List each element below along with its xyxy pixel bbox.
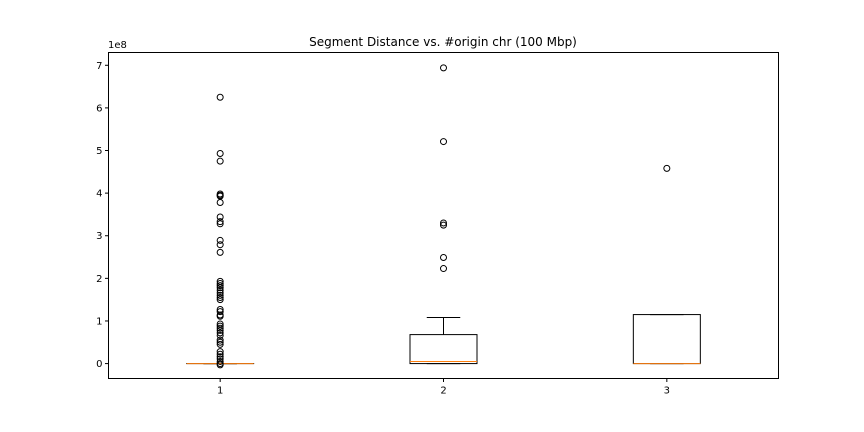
outlier-point	[440, 253, 447, 261]
outlier-point	[216, 329, 224, 337]
outlier-point	[216, 322, 224, 330]
outlier-point	[440, 64, 447, 72]
y-axis: 0 1 2 3 4 5 6 7	[96, 61, 109, 370]
y-tick-label: 1	[96, 316, 102, 327]
outlier-point	[216, 284, 224, 292]
y-tick-label: 0	[96, 359, 102, 370]
outlier-point	[216, 348, 224, 356]
y-axis-offset-label: 1e8	[108, 40, 127, 51]
outlier-point	[216, 312, 224, 320]
outlier-point	[216, 248, 224, 256]
box-group-3	[632, 164, 701, 365]
outlier-point	[216, 308, 224, 316]
outlier-point	[216, 218, 224, 226]
outlier-point	[216, 220, 224, 228]
outlier-point	[216, 296, 224, 304]
outlier-point	[663, 164, 671, 172]
x-tick-label: 1	[217, 386, 223, 397]
outlier-point	[216, 213, 224, 221]
plot-area	[186, 64, 701, 369]
outlier-point	[216, 279, 224, 287]
outlier-point	[216, 149, 224, 157]
y-tick-label: 7	[96, 61, 102, 72]
outlier-point	[216, 291, 224, 299]
outlier-point	[216, 357, 224, 365]
outlier-point	[216, 338, 224, 346]
y-tick-label: 6	[96, 103, 102, 114]
outlier-point	[216, 286, 224, 294]
outlier-point	[216, 157, 224, 165]
box-group-1	[186, 93, 255, 369]
box-group-2	[409, 64, 478, 365]
outlier-point	[216, 340, 224, 348]
outlier-point	[216, 294, 224, 302]
outlier-point	[216, 324, 224, 332]
outlier-point	[216, 93, 224, 101]
outlier-point	[216, 350, 224, 358]
outlier-point	[216, 331, 224, 339]
outlier-point	[440, 138, 447, 146]
box-body	[409, 334, 478, 365]
y-tick-label: 3	[96, 231, 102, 242]
outlier-point	[216, 199, 224, 207]
outlier-point	[216, 289, 224, 297]
x-tick-label: 3	[664, 386, 670, 397]
y-tick-label: 4	[96, 189, 102, 200]
outlier-point	[216, 326, 224, 334]
x-axis: 1 2 3	[217, 378, 670, 397]
outlier-point	[216, 353, 224, 361]
chart-title: Segment Distance vs. #origin chr (100 Mb…	[309, 35, 577, 49]
outlier-point	[440, 265, 447, 273]
outlier-point	[216, 336, 224, 344]
y-tick-label: 2	[96, 274, 102, 285]
outlier-point	[216, 282, 224, 290]
outlier-point	[440, 221, 447, 229]
outlier-point	[216, 241, 224, 249]
x-tick-label: 2	[440, 386, 446, 397]
outlier-point	[216, 236, 224, 244]
outlier-point	[216, 361, 224, 369]
outlier-point	[440, 219, 447, 227]
y-tick-label: 5	[96, 146, 102, 157]
